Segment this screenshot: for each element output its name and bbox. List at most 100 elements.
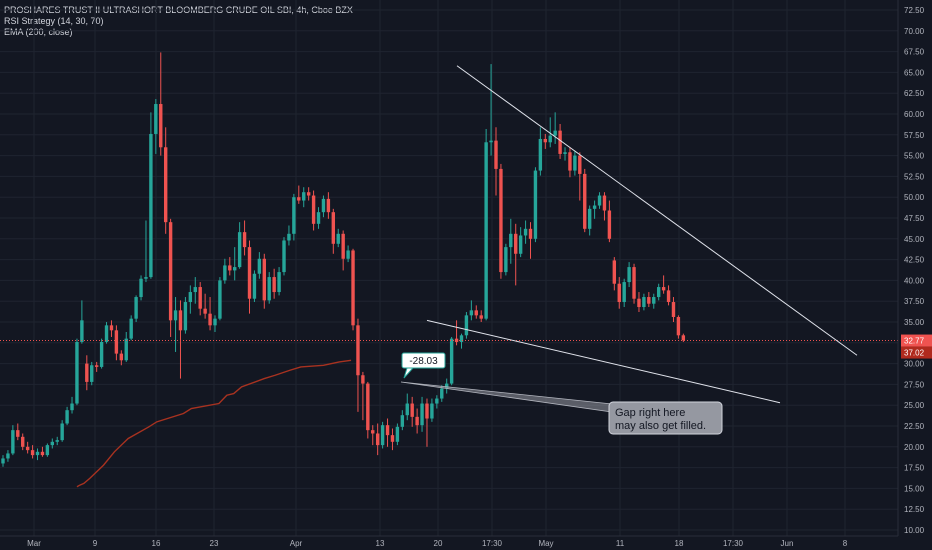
y-tick-label: 25.00 (904, 401, 925, 410)
candle (375, 423, 380, 456)
time-axis-bg (0, 536, 898, 550)
candle (50, 438, 54, 449)
trendlines-group (426, 65, 858, 404)
candle-body (213, 318, 217, 326)
candle (302, 187, 306, 208)
candle-body (602, 195, 607, 211)
candle (193, 277, 197, 304)
candle (489, 64, 493, 156)
time-axis[interactable]: Mar 9 16 23 Apr 13 20 17:30 May 11 18 17:30 Jun 8 (0, 535, 898, 550)
candles-group (1, 52, 686, 467)
candle (213, 315, 217, 332)
candle (188, 285, 193, 314)
candle-body (543, 138, 547, 143)
candle-body (578, 155, 582, 174)
candle (124, 331, 128, 362)
candle (297, 185, 301, 204)
callout-box[interactable] (401, 352, 446, 369)
price-axis[interactable]: 72.50 70.00 67.50 65.00 62.50 60.00 57.50 55.00… (897, 0, 932, 550)
candle (129, 315, 133, 341)
candle-body (159, 104, 163, 148)
candle (676, 315, 681, 339)
candle (518, 227, 523, 258)
candle (277, 267, 281, 296)
candle-body (656, 287, 661, 298)
candle-body (587, 208, 592, 229)
y-tick-label: 42.50 (904, 256, 925, 265)
candle (35, 448, 40, 461)
x-tick-label: 23 (210, 539, 219, 548)
candle (538, 127, 543, 176)
candle (454, 320, 459, 346)
candle-body (198, 287, 202, 309)
x-tick-label: 16 (152, 539, 161, 548)
candle-body (168, 222, 173, 321)
candle-body (257, 258, 262, 274)
x-tick-label: 17:30 (723, 539, 744, 548)
candle-body (297, 197, 301, 201)
upper-trendline[interactable] (456, 65, 858, 356)
candle (30, 445, 35, 459)
candle-body (676, 317, 681, 336)
candle (642, 293, 646, 311)
candle (622, 278, 626, 308)
candle (262, 253, 266, 309)
candle (99, 338, 104, 369)
candle (632, 263, 636, 304)
last-price-tag-label: 32.77 (904, 337, 925, 346)
candle (233, 247, 237, 281)
candle-body (346, 250, 350, 259)
candle (548, 117, 552, 148)
candle-body (16, 430, 20, 437)
candle (326, 192, 331, 219)
y-tick-label: 35.00 (904, 318, 925, 327)
candle-body (218, 280, 222, 319)
candle (316, 207, 321, 229)
candle (445, 378, 449, 394)
ema-price-tag-label: 37.02 (904, 349, 925, 358)
candle-body (75, 341, 79, 404)
candle-body (459, 335, 464, 342)
candle (1, 455, 5, 467)
candle-body (302, 192, 306, 201)
lower-trendline[interactable] (426, 319, 781, 404)
candle (287, 225, 291, 246)
candle-body (563, 152, 567, 154)
candle (647, 292, 651, 308)
candle-body (617, 283, 621, 303)
callout-pointer (403, 367, 415, 379)
candle-body (538, 138, 543, 171)
candle (16, 423, 20, 441)
y-tick-label: 52.50 (904, 172, 925, 181)
candle (25, 441, 30, 454)
annotation-box[interactable] (608, 401, 723, 435)
candle (144, 220, 148, 283)
candle-body (597, 195, 602, 206)
y-tick-label: 65.00 (904, 68, 925, 77)
candle (459, 333, 464, 349)
candle-body (366, 383, 370, 431)
candle-body (85, 363, 89, 382)
candle (242, 220, 247, 256)
candle-body (390, 435, 395, 442)
candle (494, 127, 498, 196)
y-tick-label: 72.50 (904, 6, 925, 15)
candle (311, 190, 316, 231)
candle (282, 237, 286, 276)
candle (671, 297, 676, 322)
candle-body (326, 198, 331, 213)
y-tick-label: 45.00 (904, 235, 925, 244)
candle-body (400, 415, 405, 427)
candle (267, 272, 271, 304)
candle (321, 195, 326, 218)
candle (617, 277, 621, 309)
candle (602, 192, 607, 221)
y-tick-label: 50.00 (904, 193, 925, 202)
candle-body (173, 310, 178, 321)
last-price-tag (901, 334, 932, 347)
candle-body (336, 233, 340, 244)
y-tick-label: 70.00 (904, 27, 925, 36)
candle-body (65, 410, 69, 424)
candle (292, 193, 296, 241)
